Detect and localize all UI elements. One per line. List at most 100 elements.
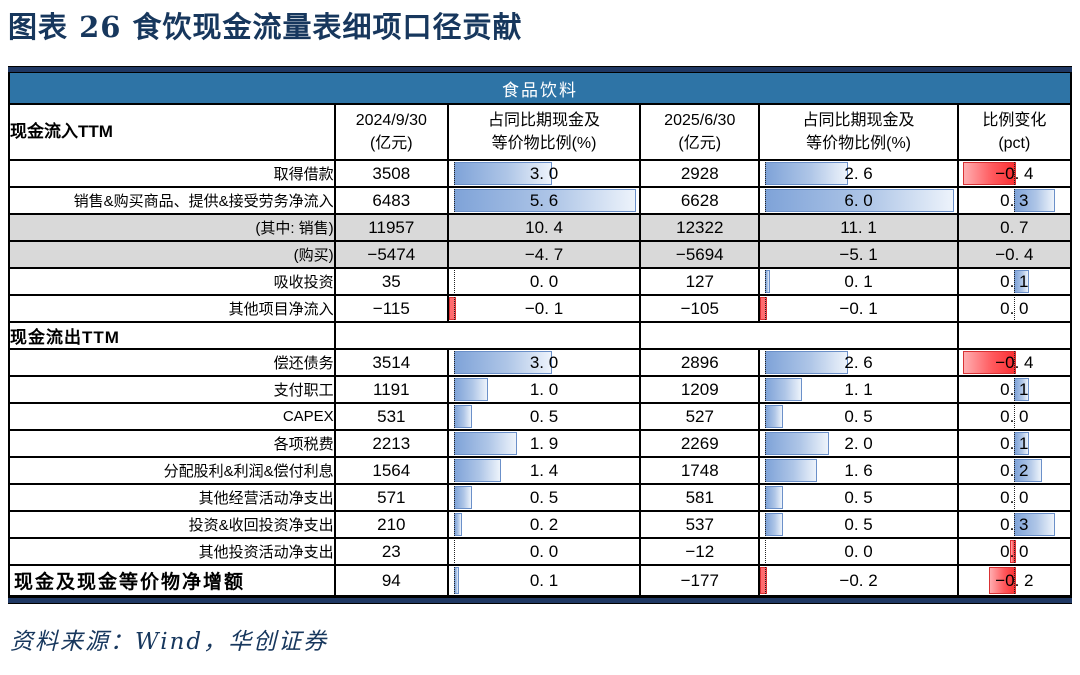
value-2025: −5694 (639, 240, 761, 269)
change-value: 0. 2 (1000, 460, 1029, 480)
table-row: 其他经营活动净支出 571 0. 5 581 0. 5 0. 0 (8, 483, 1073, 512)
change-value: 0. 1 (1000, 379, 1029, 399)
value-2024: 1564 (333, 456, 449, 485)
table-row: 分配股利&利润&偿付利息 1564 1. 4 1748 1. 6 0. 2 (8, 456, 1073, 485)
table-row: 其他项目净流入 −115 −0. 1 −105 −0. 1 0. 0 (8, 294, 1073, 323)
percent-2024: −0. 1 (446, 294, 642, 323)
bar-axis-line (453, 378, 455, 401)
bar-axis-line (453, 297, 455, 320)
percent-2025: −0. 2 (758, 564, 959, 597)
pct-change: 0. 2 (956, 456, 1073, 485)
percent-2025: 11. 1 (758, 213, 959, 242)
bar-axis-line (453, 513, 455, 536)
table-row: CAPEX 531 0. 5 527 0. 5 0. 0 (8, 402, 1073, 431)
percent-value: 0. 1 (529, 570, 559, 590)
pct-change: 0. 0 (956, 402, 1073, 431)
table-row: 销售&购买商品、提供&接受劳务净流入 6483 5. 6 6628 6. 0 0. 3 (8, 186, 1073, 215)
empty-cell (333, 321, 642, 350)
percent-value: 3. 0 (529, 163, 559, 183)
value-2025: 127 (639, 267, 761, 296)
value-2025: 2928 (639, 159, 761, 188)
bar-axis-line (453, 567, 455, 594)
bar-axis-line (1014, 270, 1016, 293)
bar-axis-line (765, 432, 767, 455)
table-row: 吸收投资 35 0. 0 127 0. 1 0. 1 (8, 267, 1073, 296)
header-line: (亿元) (678, 135, 722, 152)
percent-value: 0. 0 (844, 541, 873, 561)
change-value: 0. 0 (1000, 487, 1029, 507)
pct-change: 0. 0 (956, 537, 1073, 566)
row-label: 偿还债务 (8, 348, 336, 377)
percent-value: 2. 0 (844, 433, 873, 453)
pct-change: 0. 1 (956, 375, 1073, 404)
row-label: 其他项目净流入 (8, 294, 336, 323)
table-row: 取得借款 3508 3. 0 2928 2. 6 −0. 4 (8, 159, 1073, 188)
pct-change: −0. 4 (956, 240, 1073, 269)
chart-title: 图表 26 食饮现金流量表细项口径贡献 (8, 10, 523, 44)
bar-axis-line (453, 162, 455, 185)
bar-axis-line (1014, 162, 1016, 185)
pct-change: 0. 3 (956, 186, 1073, 215)
table-bottom-border (8, 597, 1072, 604)
bar-axis-line (453, 540, 455, 563)
bar-axis-line (765, 270, 767, 293)
percent-value: 3. 0 (529, 352, 559, 372)
value-2024: 3514 (333, 348, 449, 377)
percent-value: 0. 1 (844, 271, 873, 291)
value-2024: 23 (333, 537, 449, 566)
value-2024: 210 (333, 510, 449, 539)
change-value: −0. 4 (995, 244, 1034, 264)
percent-2024: 3. 0 (446, 159, 642, 188)
value-2025: 527 (639, 402, 761, 431)
empty-cell (956, 321, 1073, 350)
percent-2024: 3. 0 (446, 348, 642, 377)
percent-value: 0. 0 (529, 541, 559, 561)
percent-value: −0. 1 (839, 298, 878, 318)
percent-2024: 5. 6 (446, 186, 642, 215)
bar-axis-line (1014, 297, 1016, 320)
pct-change: −0. 2 (956, 564, 1073, 597)
data-bar-red (988, 567, 1017, 594)
pct-change: −0. 4 (956, 348, 1073, 377)
bar-axis-line (1014, 459, 1016, 482)
percent-value: 1. 1 (844, 379, 873, 399)
change-value: 0. 0 (1000, 406, 1029, 426)
table-row: 投资&收回投资净支出 210 0. 2 537 0. 5 0. 3 (8, 510, 1073, 539)
data-bar-red (1010, 540, 1017, 563)
change-value: −0. 2 (995, 570, 1034, 590)
value-2025: 12322 (639, 213, 761, 242)
percent-value: 2. 6 (844, 163, 873, 183)
header-line: 占同比期现金及 (488, 111, 601, 129)
percent-2025: −5. 1 (758, 240, 959, 269)
row-label: 吸收投资 (8, 267, 336, 296)
row-label: 支付职工 (8, 375, 336, 404)
header-line: 比例变化 (982, 111, 1047, 129)
row-label: 现金流出TTM (8, 321, 336, 350)
percent-2025: 0. 5 (758, 402, 959, 431)
value-2024: −115 (333, 294, 449, 323)
percent-value: 0. 5 (529, 406, 559, 426)
header-line: 2024/9/30 (355, 111, 427, 129)
bar-axis-line (1014, 432, 1016, 455)
bar-axis-line (765, 378, 767, 401)
percent-value: 10. 4 (525, 217, 563, 237)
pct-change: 0. 1 (956, 429, 1073, 458)
percent-2024: 1. 4 (446, 456, 642, 485)
percent-value: 0. 0 (529, 271, 559, 291)
percent-2025: −0. 1 (758, 294, 959, 323)
value-2025: 537 (639, 510, 761, 539)
row-label: 其他投资活动净支出 (8, 537, 336, 566)
header-line: (pct) (998, 135, 1031, 152)
header-2025-percent: 占同比期现金及 等价物比例(%) (758, 103, 959, 161)
percent-2024: −4. 7 (446, 240, 642, 269)
percent-value: −0. 2 (839, 570, 878, 590)
data-bar-red (963, 162, 1017, 185)
row-label: (购买) (8, 240, 336, 269)
pct-change: 0. 0 (956, 483, 1073, 512)
data-bar-red (761, 297, 768, 320)
percent-2024: 10. 4 (446, 213, 642, 242)
percent-2025: 6. 0 (758, 186, 959, 215)
header-2025-value: 2025/6/30 (亿元) (639, 103, 761, 161)
data-bar-red (761, 567, 768, 594)
bar-axis-line (1014, 567, 1016, 594)
